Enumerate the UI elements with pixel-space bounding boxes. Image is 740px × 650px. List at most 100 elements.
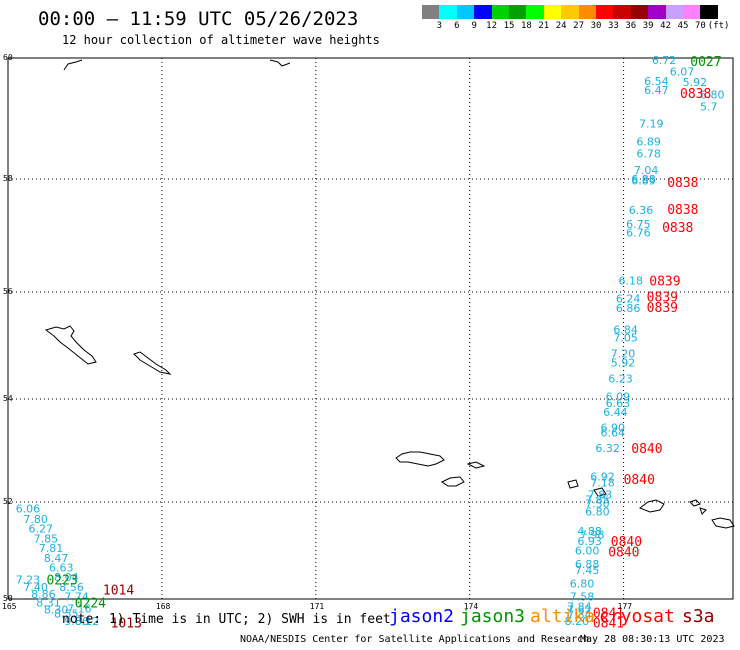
swh-value: 8.56 [59,581,84,594]
scale-swatch [456,5,475,19]
island-rat [567,479,607,497]
pass-time-cryosat: 0838 [667,203,698,218]
swh-value: 8.12 [75,615,100,628]
scale-swatch [561,5,579,19]
swh-value: 8.04 [54,571,79,584]
swh-value: 5.92 [611,357,636,370]
swh-value: 6.90 [601,421,626,434]
island-agattu [441,476,465,487]
scale-swatch [613,5,631,19]
swh-value: 7.85 [585,493,610,506]
map-title: 00:00 – 11:59 UTC 05/26/2023 [38,8,359,30]
swh-value: 7.85 [34,532,59,545]
map-frame [7,57,734,600]
swh-value: 6.93 [577,535,602,548]
swh-value: 8.47 [44,552,69,565]
swh-value: 6.36 [629,204,654,217]
scale-swatch [474,5,492,19]
map-subtitle: 12 hour collection of altimeter wave hei… [62,33,380,47]
swh-value: 6.32 [595,442,620,455]
swh-value: 7.18 [590,476,615,489]
pass-time-cryosat: 0838 [680,87,711,102]
lon-label: 171 [309,602,325,611]
swh-value: 7.05 [613,331,638,344]
swh-value: 7.40 [23,581,48,594]
swh-value: 6.44 [603,406,628,419]
swh-value: 7.04 [634,164,659,177]
pass-time-jason3: 0224 [75,596,106,611]
scale-swatch [422,5,440,19]
scale-swatch [526,5,544,19]
swh-values: 6.726.076.54 5.926.47 6.805.77.196.896.787… [16,54,725,628]
coastlines [44,59,735,529]
pass-time-cryosat: 0840 [611,535,642,550]
scale-label: 21 [538,21,550,31]
lon-label: 177 [617,602,633,611]
swh-value: 7.50 [585,497,610,510]
units-note: note: 1) Time is in UTC; 2) SWH is in fe… [62,612,391,627]
swh-value: 6.72 [652,54,677,67]
scale-label: 70 [694,21,706,31]
scale-swatch [491,5,509,19]
legend-jason3: jason3 [460,606,526,627]
swh-value: 6.07 [670,65,695,78]
scale-label: 45 [677,21,689,31]
swh-value: 6.89 [636,135,661,148]
swh-value: 7.80 [23,513,48,526]
swh-value: 6.18 [618,275,643,288]
swh-value: 8.55 [54,608,79,621]
swh-value: 8.30 [44,604,69,617]
lat-label: 58 [3,174,13,183]
swh-value: 6.80 [585,506,610,519]
swh-value: 5.7 [700,100,718,113]
swh-value: 6.92 [590,470,615,483]
pass-time-cryosat: 0838 [662,221,693,236]
swh-value: 6.24 [616,292,641,305]
island-kiska [638,499,665,513]
pass-time-cryosat: 0839 [649,275,680,290]
scale-label: 30 [590,21,602,31]
scale-label: 18 [520,21,532,31]
lat-label: 50 [3,594,13,603]
swh-value: 6.76 [626,227,651,240]
swh-value: 8.31 [36,596,61,609]
swh-value: 6.88 [631,173,656,186]
lon-label: 168 [155,602,171,611]
scale-label: 15 [503,21,515,31]
swh-value: 6.86 [616,302,641,315]
swh-value: 4.88 [577,525,602,538]
pass-time-jason3: 0027 [690,55,721,70]
legend-altika: altika [530,606,596,627]
island-semichi [466,461,486,469]
swh-value: 6.27 [29,523,54,536]
pass-time-cryosat: 0839 [647,301,678,316]
scale-swatch [665,5,683,19]
scale-label: 24 [555,21,567,31]
pass-time-s3a: 1013 [111,616,142,631]
swh-value: 6.84 [613,323,638,336]
grid-lines [7,57,733,600]
swh-value: 7.20 [611,348,636,361]
swh-value: 6.80 [700,88,725,101]
island-attu [395,451,445,467]
scale-label: 3 [436,21,443,31]
swh-value: 6.64 [601,426,626,439]
scale-swatch [509,5,527,19]
scale-swatch [648,5,666,19]
swh-value: 8.20 [565,615,590,628]
swh-value: 6.47 [644,84,669,97]
scale-label: 27 [573,21,585,31]
swh-value: 6.23 [608,373,633,386]
scale-label: 12 [486,21,498,31]
swh-value: 7.16 [67,603,92,616]
scale-label: 36 [625,21,637,31]
swh-value: 6.63 [606,397,631,410]
generated-timestamp: May 28 08:30:13 UTC 2023 [580,634,725,645]
swh-value: 7.19 [639,117,664,130]
island-medny [133,351,172,375]
swh-value: 7.62 [567,604,592,617]
pass-time-s3a: 1014 [103,583,134,598]
scale-label: 9 [471,21,477,31]
legend-jason2: jason2 [389,606,455,627]
swh-value: 6.88 [575,558,600,571]
